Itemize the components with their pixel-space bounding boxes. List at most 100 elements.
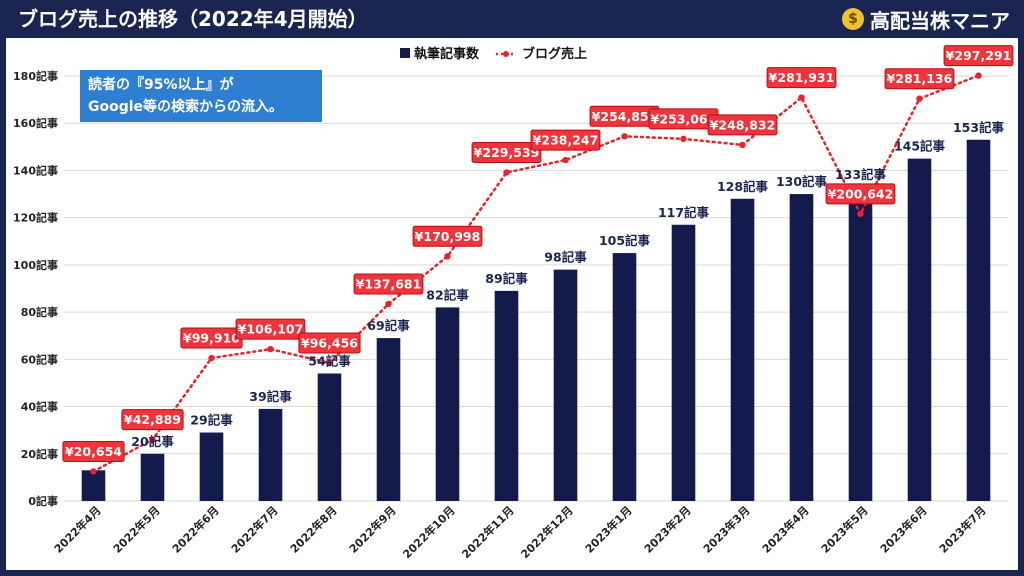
brand-logo: $ 高配当株マニア xyxy=(842,4,1010,34)
line-data-label: ¥20,654 xyxy=(65,444,122,459)
chart-panel: 0記事 20記事 40記事 60記事 80記事 100記事 120記事 140記事 160記事 1… xyxy=(6,38,1018,570)
y-tick-label: 160記事 xyxy=(13,116,58,130)
line-data-label: ¥281,136 xyxy=(887,71,953,86)
y-tick-label: 60記事 xyxy=(21,352,58,366)
line-data-label-box xyxy=(530,129,601,151)
line-point xyxy=(208,354,215,362)
bar xyxy=(435,307,460,501)
x-tick-label: 2023年4月 xyxy=(759,503,812,556)
bar-data-label: 82記事 xyxy=(426,287,469,302)
line-point xyxy=(444,253,451,260)
x-tick-label: 2022年6月 xyxy=(169,503,222,556)
line-data-label: ¥137,681 xyxy=(356,276,422,291)
line-data-label: ¥170,998 xyxy=(415,229,481,244)
line-point xyxy=(798,94,805,101)
x-tick-label: 2023年3月 xyxy=(700,503,753,556)
x-tick-label: 2022年9月 xyxy=(346,503,399,556)
bar-data-label: 29記事 xyxy=(190,413,233,428)
legend-label-line: ブログ売上 xyxy=(522,46,587,62)
x-tick-label: 2022年8月 xyxy=(287,503,340,556)
bar xyxy=(553,269,578,501)
bar xyxy=(730,198,755,501)
bar xyxy=(907,158,932,501)
line-point xyxy=(621,133,628,140)
y-tick-label: 80記事 xyxy=(21,305,58,319)
line-data-label-box xyxy=(121,409,184,431)
bar-data-label: 89記事 xyxy=(485,271,528,286)
annotation-box: 読者の『95%以上』が Google等の検索からの流入。 xyxy=(80,70,322,122)
line-point xyxy=(90,468,97,475)
bar xyxy=(789,194,814,502)
line-data-label: ¥297,291 xyxy=(946,48,1012,63)
bar xyxy=(848,186,873,501)
x-tick-label: 2023年2月 xyxy=(641,503,694,556)
line-data-label: ¥229,539 xyxy=(474,145,540,160)
line-data-label: ¥99,910 xyxy=(183,331,240,346)
money-bag-icon: $ xyxy=(842,8,864,30)
line-point xyxy=(149,436,156,443)
y-tick-label: 120記事 xyxy=(13,211,58,225)
y-tick-label: 100記事 xyxy=(13,258,58,272)
line-data-label: ¥248,832 xyxy=(710,117,776,132)
line-point xyxy=(975,72,982,79)
x-tick-label: 2023年1月 xyxy=(582,503,635,556)
bar xyxy=(612,253,637,501)
x-tick-label: 2023年6月 xyxy=(877,503,930,556)
line-series xyxy=(92,74,980,473)
bar-data-label: 130記事 xyxy=(776,174,828,189)
bar-data-label: 69記事 xyxy=(367,318,410,333)
bar xyxy=(494,290,519,501)
line-data-label-box xyxy=(471,142,542,164)
bar-data-label: 153記事 xyxy=(953,120,1005,135)
line-data-label: ¥42,889 xyxy=(124,412,181,427)
line-point xyxy=(739,141,746,149)
line-data-label-box xyxy=(707,114,778,136)
x-tick-label: 2022年10月 xyxy=(400,503,458,561)
line-data-label: ¥281,931 xyxy=(769,70,835,85)
line-data-label-box xyxy=(298,332,361,354)
x-tick-label: 2022年7月 xyxy=(228,503,281,556)
x-tick-label: 2022年11月 xyxy=(459,503,517,561)
y-tick-label: 20記事 xyxy=(21,447,58,461)
line-point xyxy=(385,300,392,308)
bar xyxy=(81,470,106,501)
line-data-label: ¥200,642 xyxy=(828,186,894,201)
bar xyxy=(966,139,991,501)
bar-data-label: 117記事 xyxy=(658,205,710,220)
bar-data-label: 133記事 xyxy=(835,167,887,182)
bar xyxy=(258,408,283,501)
bar xyxy=(317,373,342,501)
brand-name: 高配当株マニア xyxy=(870,8,1010,33)
line-point xyxy=(503,169,510,176)
line-data-label-box xyxy=(825,183,896,205)
y-tick-label: 40記事 xyxy=(21,400,58,414)
line-data-label-box xyxy=(353,273,424,295)
combo-chart: 0記事 20記事 40記事 60記事 80記事 100記事 120記事 140記事 160記事 1… xyxy=(13,45,1014,561)
line-point xyxy=(916,95,923,102)
bar-data-label: 98記事 xyxy=(544,250,587,265)
line-data-label: ¥96,456 xyxy=(301,335,358,350)
line-data-label: ¥106,107 xyxy=(238,322,304,337)
line-data-label-box xyxy=(884,68,955,90)
line-point xyxy=(857,210,864,218)
y-tick-label: 0記事 xyxy=(28,494,58,508)
x-tick-label: 2022年5月 xyxy=(110,503,163,556)
x-tick-label: 2023年7月 xyxy=(936,503,989,556)
page-title: ブログ売上の推移（2022年4月開始） xyxy=(18,7,368,31)
bar-data-label: 54記事 xyxy=(308,354,351,369)
line-data-label: ¥254,853 xyxy=(592,109,658,124)
bar xyxy=(199,432,224,501)
annotation-line-1: 読者の『95%以上』が xyxy=(88,77,234,93)
line-data-label-box xyxy=(766,67,837,89)
bar-data-label: 39記事 xyxy=(249,389,292,404)
line-data-label-box xyxy=(235,318,306,340)
line-data-label: ¥253,065 xyxy=(651,111,717,126)
line-point xyxy=(680,135,687,143)
line-point xyxy=(267,345,274,353)
y-tick-label: 140記事 xyxy=(13,163,58,177)
y-tick-label: 180記事 xyxy=(13,69,58,83)
line-data-label-box xyxy=(62,440,125,462)
line-point xyxy=(326,359,333,367)
x-tick-label: 2022年12月 xyxy=(518,503,576,561)
